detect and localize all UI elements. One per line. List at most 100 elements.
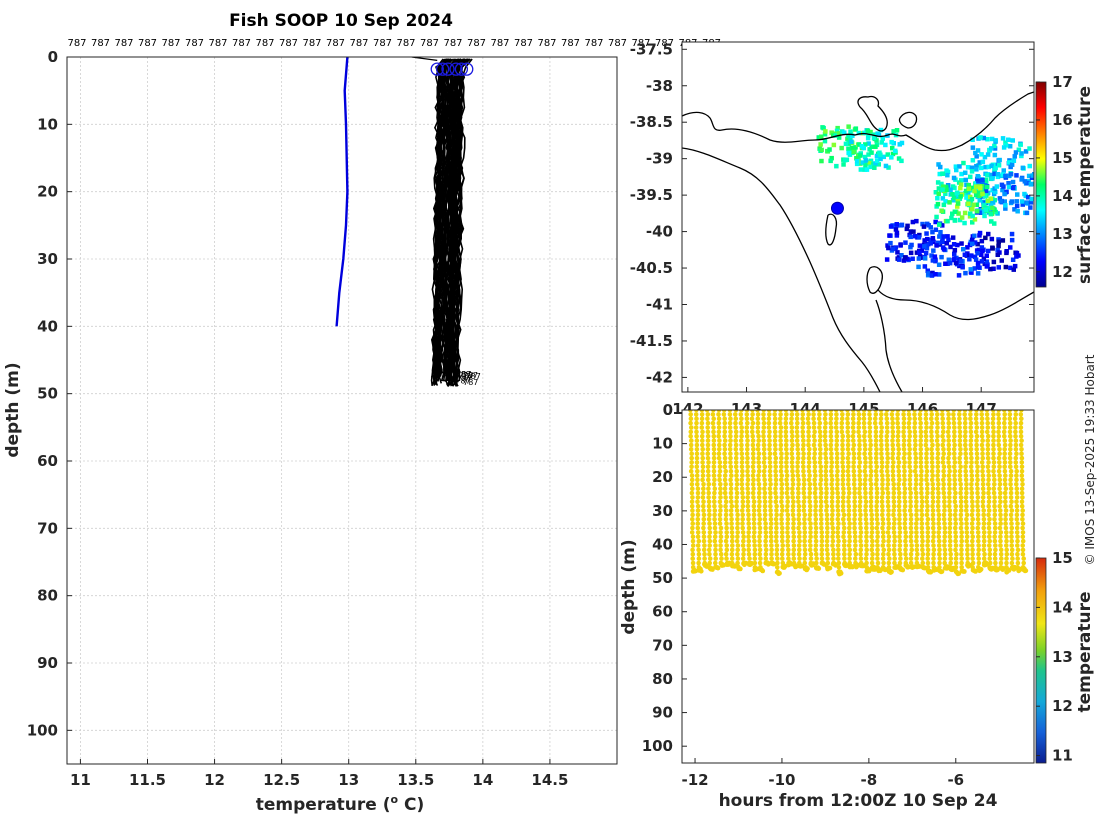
depth-time-point	[701, 508, 706, 513]
depth-time-point	[842, 556, 847, 561]
sst-cell	[949, 215, 954, 221]
sst-cell	[980, 180, 985, 185]
depth-time-point	[773, 495, 779, 500]
depth-time-point	[942, 551, 948, 557]
depth-time-point	[858, 534, 863, 539]
depth-time-point	[739, 477, 745, 483]
depth-time-point	[902, 460, 907, 465]
depth-time-point	[1004, 551, 1010, 557]
depth-time-point	[925, 538, 931, 544]
sst-cell	[973, 150, 978, 156]
depth-time-point	[696, 547, 701, 553]
sst-cell	[959, 215, 965, 220]
depth-time-point	[779, 525, 785, 531]
depth-time-point	[908, 468, 913, 474]
depth-time-point	[912, 410, 917, 413]
depth-time-point	[982, 551, 987, 557]
depth-time-point	[958, 503, 964, 509]
depth-time-point	[873, 433, 879, 439]
depth-time-point	[1002, 490, 1008, 496]
depth-time-point	[840, 460, 845, 465]
depth-time-point	[780, 543, 785, 548]
sst-cell	[963, 270, 968, 276]
depth-time-point	[892, 556, 897, 561]
depth-time-point	[901, 464, 907, 470]
depth-time-point	[833, 425, 839, 430]
sst-cell	[974, 163, 979, 169]
depth-time-point	[963, 429, 968, 435]
sst-cell	[876, 162, 881, 167]
depth-time-point	[957, 438, 963, 443]
sst-cell	[970, 206, 975, 212]
depth-time-point	[925, 551, 931, 557]
depth-time-point	[873, 482, 879, 487]
depth-time-point	[828, 429, 834, 435]
depth-time-point	[817, 460, 823, 465]
depth-time-point	[873, 416, 878, 422]
depth-time-point	[861, 420, 867, 426]
sst-cell	[937, 171, 942, 177]
depth-time-point	[885, 477, 891, 483]
sst-cell	[1001, 145, 1007, 150]
sst-cell	[881, 154, 886, 160]
depth-time-point	[745, 460, 750, 465]
sst-cell	[1009, 199, 1015, 204]
sst-cell	[928, 225, 933, 230]
depth-time-point	[835, 495, 841, 500]
depth-time-point	[930, 495, 936, 500]
sst-cell	[988, 200, 993, 205]
depth-time-point	[772, 412, 777, 417]
depth-time-point	[896, 429, 901, 435]
depth-time-point	[975, 477, 980, 483]
sst-cell	[940, 223, 945, 228]
sst-cell	[914, 250, 920, 255]
depth-time-point	[735, 512, 740, 518]
depth-time-point	[774, 538, 779, 544]
sst-cell	[1010, 179, 1016, 185]
depth-time-point	[834, 429, 840, 435]
depth-time-point	[974, 412, 979, 417]
depth-time-point	[801, 455, 806, 461]
sst-cell	[978, 135, 983, 140]
depth-time-point	[729, 556, 735, 561]
depth-time-point	[891, 490, 897, 496]
depth-time-point	[778, 433, 783, 439]
depth-time-point	[711, 438, 717, 443]
depth-time-point	[884, 447, 890, 452]
depth-time-point	[761, 438, 767, 443]
depth-time-point	[689, 473, 695, 478]
depth-time-point	[1007, 451, 1013, 457]
sst-cell	[922, 244, 927, 249]
depth-time-point	[931, 547, 937, 553]
depth-time-point	[959, 538, 964, 544]
depth-time-point	[733, 433, 739, 439]
sst-cell	[896, 257, 902, 262]
depth-time-point	[968, 420, 974, 426]
depth-time-point	[791, 499, 796, 505]
depth-time-point	[991, 455, 996, 461]
depth-time-point	[946, 442, 952, 448]
sst-cell	[930, 229, 935, 235]
sst-cell	[917, 254, 923, 259]
sst-cell	[885, 152, 890, 157]
sst-cell	[853, 145, 858, 150]
depth-time-point	[846, 482, 851, 487]
depth-time-point	[839, 420, 845, 426]
depth-time-point	[774, 543, 780, 548]
depth-time-point	[964, 521, 969, 526]
depth-time-point	[818, 433, 823, 439]
sst-cell	[957, 164, 962, 169]
depth-time-point	[873, 438, 879, 443]
depth-time-point	[992, 517, 997, 522]
depth-time-point	[694, 438, 700, 443]
depth-time-point	[717, 512, 723, 518]
sst-cell	[1016, 253, 1021, 258]
depth-time-point	[761, 447, 767, 452]
profile-top-label: 787	[631, 38, 650, 49]
depth-time-point	[746, 543, 751, 548]
depth-time-xtick-label: -6	[947, 771, 964, 789]
depth-time-point	[840, 464, 846, 470]
sst-cell	[979, 210, 984, 215]
depth-time-point	[968, 464, 974, 470]
depth-time-point	[998, 521, 1003, 526]
